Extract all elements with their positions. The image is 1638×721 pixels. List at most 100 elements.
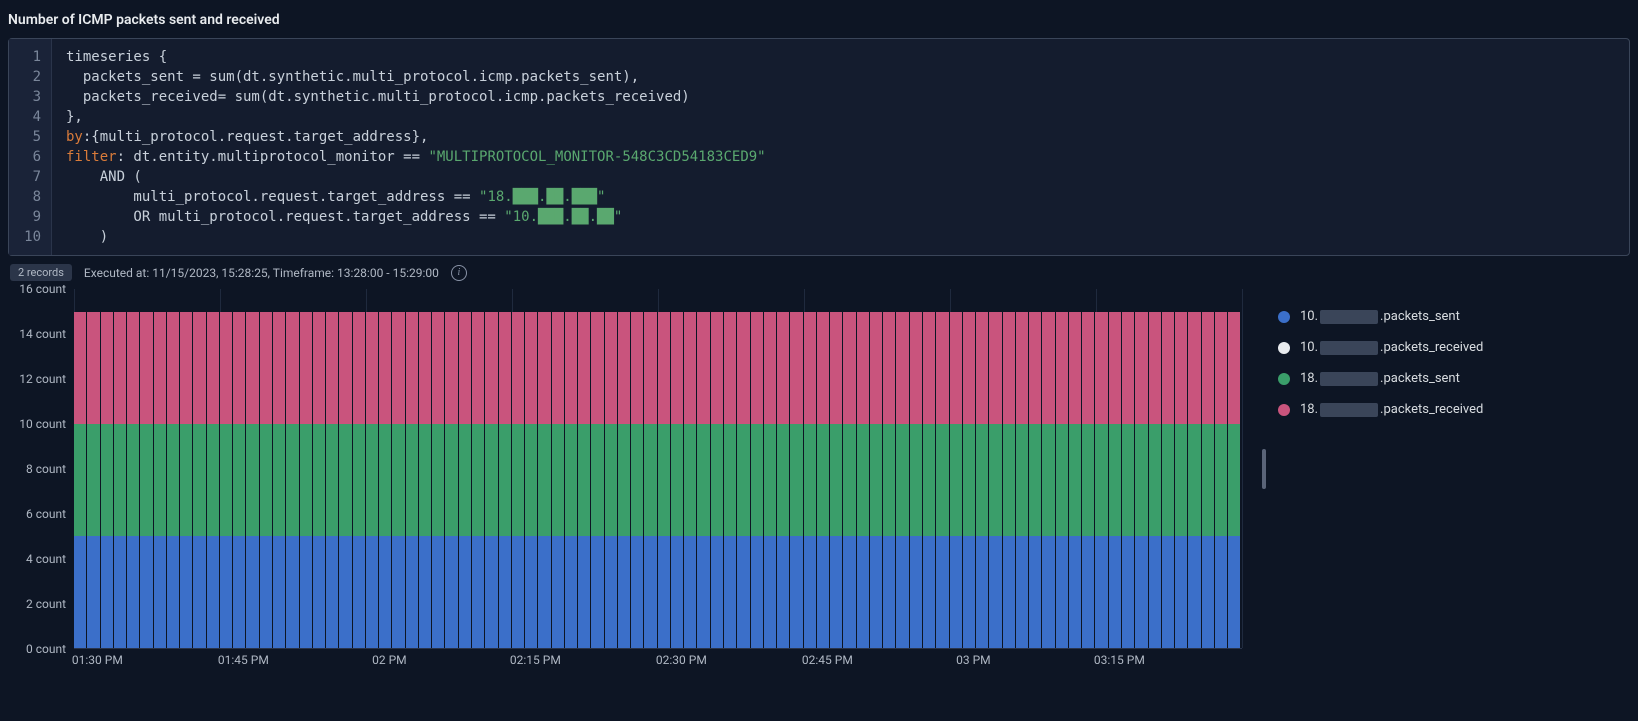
bar[interactable] bbox=[1202, 289, 1215, 648]
bar[interactable] bbox=[1149, 289, 1162, 648]
bar[interactable] bbox=[896, 289, 909, 648]
bar[interactable] bbox=[1162, 289, 1175, 648]
bar[interactable] bbox=[976, 289, 989, 648]
bar[interactable] bbox=[631, 289, 644, 648]
bar[interactable] bbox=[220, 289, 233, 648]
bar[interactable] bbox=[989, 289, 1002, 648]
chart[interactable]: 16 count14 count12 count10 count8 count6… bbox=[8, 289, 1248, 684]
bar[interactable] bbox=[140, 289, 153, 648]
bar[interactable] bbox=[1228, 289, 1241, 648]
legend-item[interactable]: 10..packets_sent bbox=[1278, 301, 1483, 332]
bar[interactable] bbox=[313, 289, 326, 648]
bar[interactable] bbox=[843, 289, 856, 648]
bar[interactable] bbox=[207, 289, 220, 648]
bar[interactable] bbox=[127, 289, 140, 648]
bar[interactable] bbox=[764, 289, 777, 648]
legend-item[interactable]: 18..packets_sent bbox=[1278, 363, 1483, 394]
bar[interactable] bbox=[1082, 289, 1095, 648]
bar[interactable] bbox=[472, 289, 485, 648]
bar[interactable] bbox=[167, 289, 180, 648]
bar[interactable] bbox=[353, 289, 366, 648]
bar[interactable] bbox=[74, 289, 87, 648]
bar[interactable] bbox=[950, 289, 963, 648]
scrollbar[interactable] bbox=[1262, 449, 1266, 489]
bar[interactable] bbox=[591, 289, 604, 648]
bar[interactable] bbox=[154, 289, 167, 648]
bar[interactable] bbox=[963, 289, 976, 648]
bar[interactable] bbox=[671, 289, 684, 648]
code-body[interactable]: timeseries { packets_sent = sum(dt.synth… bbox=[52, 39, 780, 255]
bar[interactable] bbox=[273, 289, 286, 648]
legend-item[interactable]: 10..packets_received bbox=[1278, 332, 1483, 363]
bar[interactable] bbox=[260, 289, 273, 648]
bar[interactable] bbox=[512, 289, 525, 648]
bar[interactable] bbox=[857, 289, 870, 648]
bar[interactable] bbox=[286, 289, 299, 648]
bar[interactable] bbox=[870, 289, 883, 648]
bar[interactable] bbox=[445, 289, 458, 648]
bar[interactable] bbox=[499, 289, 512, 648]
bar[interactable] bbox=[1215, 289, 1228, 648]
bar[interactable] bbox=[300, 289, 313, 648]
bar[interactable] bbox=[910, 289, 923, 648]
legend-item[interactable]: 18..packets_received bbox=[1278, 394, 1483, 425]
bar[interactable] bbox=[618, 289, 631, 648]
bar[interactable] bbox=[1029, 289, 1042, 648]
bar[interactable] bbox=[87, 289, 100, 648]
bar[interactable] bbox=[883, 289, 896, 648]
bar[interactable] bbox=[1016, 289, 1029, 648]
bar[interactable] bbox=[565, 289, 578, 648]
bar[interactable] bbox=[485, 289, 498, 648]
bar[interactable] bbox=[406, 289, 419, 648]
bar[interactable] bbox=[392, 289, 405, 648]
bar[interactable] bbox=[605, 289, 618, 648]
bar[interactable] bbox=[114, 289, 127, 648]
y-axis: 16 count14 count12 count10 count8 count6… bbox=[8, 289, 70, 649]
bar[interactable] bbox=[644, 289, 657, 648]
bar[interactable] bbox=[830, 289, 843, 648]
bar[interactable] bbox=[1188, 289, 1201, 648]
bar[interactable] bbox=[339, 289, 352, 648]
bar[interactable] bbox=[379, 289, 392, 648]
bar[interactable] bbox=[777, 289, 790, 648]
bar[interactable] bbox=[246, 289, 259, 648]
bar[interactable] bbox=[1135, 289, 1148, 648]
bar[interactable] bbox=[804, 289, 817, 648]
bar[interactable] bbox=[1056, 289, 1069, 648]
bar[interactable] bbox=[459, 289, 472, 648]
bar[interactable] bbox=[233, 289, 246, 648]
bar[interactable] bbox=[1109, 289, 1122, 648]
bar[interactable] bbox=[711, 289, 724, 648]
bar[interactable] bbox=[326, 289, 339, 648]
bar[interactable] bbox=[817, 289, 830, 648]
bar[interactable] bbox=[432, 289, 445, 648]
bar[interactable] bbox=[936, 289, 949, 648]
bar[interactable] bbox=[538, 289, 551, 648]
bar[interactable] bbox=[193, 289, 206, 648]
bar[interactable] bbox=[578, 289, 591, 648]
bar[interactable] bbox=[923, 289, 936, 648]
bar[interactable] bbox=[1122, 289, 1135, 648]
bar[interactable] bbox=[525, 289, 538, 648]
bar[interactable] bbox=[724, 289, 737, 648]
bar[interactable] bbox=[552, 289, 565, 648]
bar[interactable] bbox=[737, 289, 750, 648]
bar[interactable] bbox=[1175, 289, 1188, 648]
bar[interactable] bbox=[697, 289, 710, 648]
info-icon[interactable]: i bbox=[451, 265, 467, 281]
bar[interactable] bbox=[751, 289, 764, 648]
bar[interactable] bbox=[1095, 289, 1108, 648]
bar[interactable] bbox=[180, 289, 193, 648]
plot-area[interactable] bbox=[74, 289, 1242, 649]
bar[interactable] bbox=[658, 289, 671, 648]
bar[interactable] bbox=[1069, 289, 1082, 648]
bar[interactable] bbox=[366, 289, 379, 648]
bar[interactable] bbox=[1042, 289, 1055, 648]
bar[interactable] bbox=[101, 289, 114, 648]
code-editor[interactable]: 12345678910 timeseries { packets_sent = … bbox=[8, 38, 1630, 256]
bar[interactable] bbox=[790, 289, 803, 648]
bar[interactable] bbox=[419, 289, 432, 648]
legend: 10..packets_sent10..packets_received18..… bbox=[1248, 289, 1483, 684]
bar[interactable] bbox=[684, 289, 697, 648]
bar[interactable] bbox=[1003, 289, 1016, 648]
